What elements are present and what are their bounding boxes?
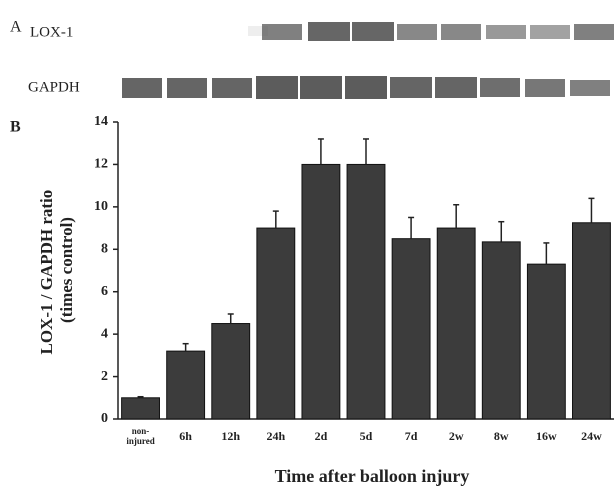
- error-bar: [498, 222, 504, 242]
- band: [486, 25, 526, 39]
- error-bar: [363, 139, 369, 164]
- bar: [167, 351, 205, 419]
- bar: [257, 228, 295, 419]
- error-bar: [228, 314, 234, 324]
- band: [574, 24, 614, 40]
- y-tick-label: 14: [94, 114, 108, 129]
- x-tick-label: 24h: [266, 429, 285, 443]
- band: [345, 76, 387, 99]
- y-tick-label: 6: [101, 284, 108, 299]
- x-axis-title: Time after balloon injury: [275, 466, 470, 486]
- x-tick-label: 5d: [360, 429, 373, 443]
- bar: [527, 264, 565, 419]
- band: [390, 77, 432, 98]
- y-tick-label: 10: [94, 199, 108, 214]
- bar: [437, 228, 475, 419]
- band: [525, 79, 565, 97]
- x-tick-label: 8w: [494, 429, 509, 443]
- panel-label: A: [10, 19, 22, 36]
- x-tick-label: 2d: [315, 429, 328, 443]
- band: [167, 78, 207, 98]
- band: [435, 77, 477, 98]
- blot-panel: A LOX-1 GAPDH: [10, 19, 614, 99]
- lox1-bands: [248, 22, 614, 41]
- band: [212, 78, 252, 98]
- band: [300, 76, 342, 99]
- band: [570, 80, 610, 96]
- x-tick-label: 24w: [581, 429, 602, 443]
- error-bar: [408, 217, 414, 238]
- error-bar: [588, 198, 594, 222]
- error-bar: [453, 205, 459, 228]
- bar: [482, 242, 520, 419]
- x-tick-label: 12h: [221, 429, 240, 443]
- band: [308, 22, 350, 41]
- x-tick-label: 7d: [405, 429, 418, 443]
- y-tick-label: 0: [101, 411, 108, 426]
- y-tick-label: 12: [94, 157, 108, 172]
- bar: [302, 164, 340, 419]
- error-bar: [543, 243, 549, 264]
- y-axis-title: LOX-1 / GAPDH ratio (times control): [37, 185, 76, 354]
- y-tick-label: 8: [101, 242, 108, 257]
- bar: [122, 398, 160, 419]
- band: [530, 25, 570, 39]
- y-tick-label: 2: [101, 369, 108, 384]
- bar: [347, 164, 385, 419]
- blot-row-label: LOX-1: [30, 24, 73, 40]
- error-bar: [318, 139, 324, 164]
- x-tick-label: 6h: [179, 429, 192, 443]
- y-tick-label: 4: [101, 326, 108, 341]
- band: [352, 22, 394, 41]
- bar: [212, 324, 250, 419]
- band: [397, 24, 437, 40]
- band: [480, 78, 520, 97]
- x-tick-label: 16w: [536, 429, 557, 443]
- figure: A LOX-1 GAPDH B Time afte: [0, 0, 614, 492]
- gapdh-bands: [122, 76, 610, 99]
- error-bar: [273, 211, 279, 228]
- panel-label: B: [10, 119, 21, 136]
- bar: [392, 239, 430, 419]
- bar: [573, 223, 611, 419]
- x-tick-label: 2w: [449, 429, 464, 443]
- blot-row-label: GAPDH: [28, 79, 80, 95]
- band: [441, 24, 481, 40]
- band: [262, 24, 302, 40]
- x-tick-label: non-injured: [126, 426, 154, 446]
- band: [256, 76, 298, 99]
- error-bar: [183, 344, 189, 351]
- band: [122, 78, 162, 98]
